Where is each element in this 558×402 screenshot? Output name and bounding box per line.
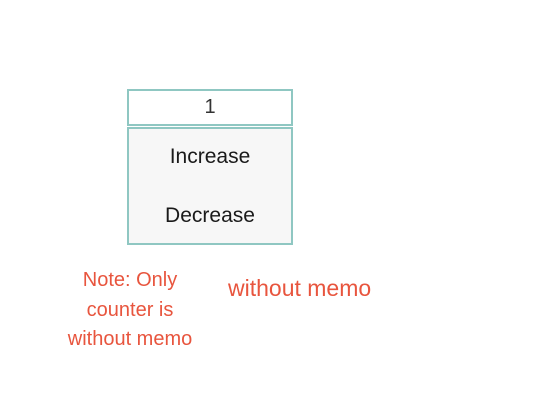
- decrease-button[interactable]: Decrease: [129, 204, 291, 228]
- increase-button[interactable]: Increase: [129, 145, 291, 169]
- counter-button-panel: Increase Decrease: [127, 127, 293, 245]
- counter-value-display: 1: [127, 89, 293, 126]
- memo-note: Note: Only counter is without memo: [66, 266, 194, 355]
- counter-widget: 1 Increase Decrease: [127, 89, 293, 245]
- memo-status-label: without memo: [228, 275, 371, 302]
